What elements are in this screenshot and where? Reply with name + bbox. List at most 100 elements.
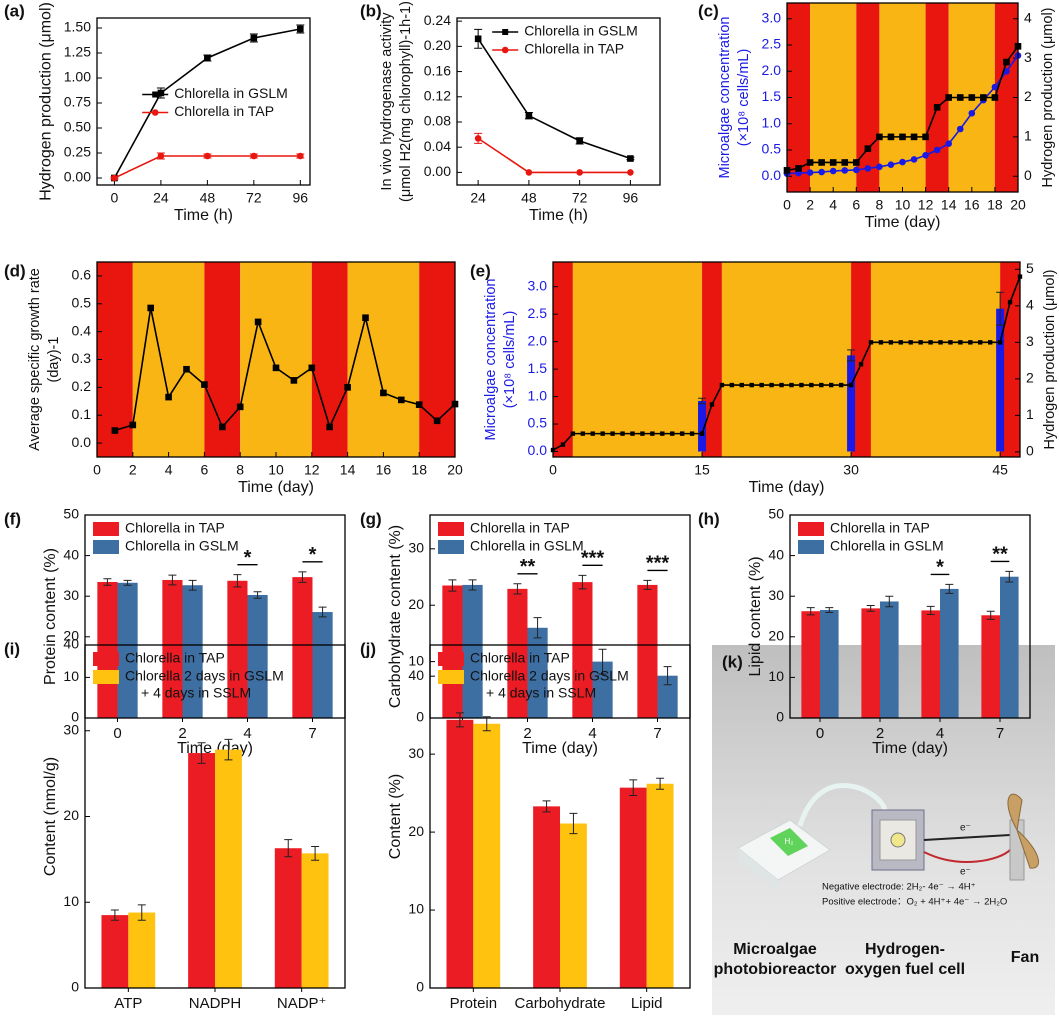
y-tick-label: 0 xyxy=(416,709,424,725)
component-label: Fan xyxy=(1011,949,1039,966)
bar xyxy=(97,581,118,718)
bar xyxy=(182,585,203,718)
bar xyxy=(572,582,593,718)
error-bar xyxy=(533,617,542,639)
marker xyxy=(433,417,441,425)
marker xyxy=(627,169,634,176)
x-tick-label: 48 xyxy=(521,190,537,206)
x-tick-label: 0 xyxy=(93,462,101,478)
y-tick-label: 0.5 xyxy=(762,141,782,157)
x-tick-label: 0 xyxy=(549,462,557,478)
marker xyxy=(789,382,794,388)
marker xyxy=(968,340,973,345)
y-tick-label: 30 xyxy=(408,540,424,556)
panel-label: (g) xyxy=(360,509,382,528)
x-tick-label: NADPH xyxy=(189,995,242,1012)
error-bar xyxy=(482,716,491,732)
bar xyxy=(188,753,215,988)
bar xyxy=(981,615,1000,718)
error-bar xyxy=(123,579,132,586)
y-tick-label: 0 xyxy=(776,709,784,725)
marker xyxy=(799,382,804,388)
significance-label: *** xyxy=(646,553,670,575)
marker xyxy=(887,161,895,168)
marker xyxy=(729,382,735,388)
bar xyxy=(657,675,678,718)
x-tick-label: 4 xyxy=(936,725,944,742)
background-band xyxy=(572,262,703,457)
y-tick-label: 2.0 xyxy=(528,332,548,348)
bar xyxy=(128,912,156,988)
marker xyxy=(344,384,351,391)
y2-tick-label: 4 xyxy=(1024,9,1032,25)
x-tick-label: 24 xyxy=(153,190,169,206)
h2-label: H₂ xyxy=(785,837,794,846)
line xyxy=(114,155,301,179)
x-tick-label: 30 xyxy=(843,462,859,478)
marker xyxy=(157,89,165,97)
error-bar xyxy=(569,812,578,835)
y-tick-label: 1.50 xyxy=(64,19,91,35)
marker xyxy=(415,401,423,408)
bar xyxy=(227,580,248,718)
error-bar xyxy=(137,904,146,921)
marker xyxy=(848,382,854,388)
y-axis-label: (μmol H2(mg chlorophyll)-1h-1) xyxy=(398,1,414,202)
marker xyxy=(991,83,999,91)
y-tick-label: 1.0 xyxy=(762,114,782,130)
legend-swatch xyxy=(798,540,824,554)
marker xyxy=(968,109,976,117)
bar xyxy=(921,610,940,718)
bar xyxy=(473,723,501,988)
background-band xyxy=(851,262,871,457)
bar xyxy=(940,588,959,718)
bar xyxy=(117,582,138,718)
bar xyxy=(527,627,548,718)
legend-swatch xyxy=(93,522,119,536)
y-axis-label: Content (nmol/g) xyxy=(42,757,59,876)
significance-label: * xyxy=(244,547,252,569)
marker xyxy=(111,174,118,182)
marker xyxy=(620,431,625,436)
legend-swatch xyxy=(93,540,119,554)
y2-tick-label: 1 xyxy=(1024,128,1032,144)
x-tick-label: 45 xyxy=(992,462,1008,478)
legend-label: Chlorella in TAP xyxy=(524,41,624,57)
error-bar xyxy=(578,574,587,590)
x-tick-label: 4 xyxy=(243,725,251,742)
x-axis-label: Time (day) xyxy=(749,479,825,496)
legend-swatch xyxy=(93,670,119,684)
component-label: oxygen fuel cell xyxy=(845,961,965,978)
plot-frame xyxy=(552,261,1021,458)
marker xyxy=(958,340,963,345)
x-tick-label: 72 xyxy=(246,190,262,206)
x-tick-label: 7 xyxy=(308,725,316,742)
error-bar xyxy=(698,397,707,405)
y-tick-label: 40 xyxy=(408,667,424,683)
background-band xyxy=(702,262,722,457)
x-axis-label: Time (day) xyxy=(238,479,314,496)
y-tick-label: 50 xyxy=(63,506,79,522)
y-axis-label: (×10⁸ cells/mL) xyxy=(736,49,752,147)
marker xyxy=(898,340,903,345)
marker xyxy=(928,340,933,345)
y-axis-label: Average specific growth rate xyxy=(27,268,43,451)
error-bar xyxy=(656,777,665,790)
y-tick-label: 1.0 xyxy=(528,387,548,403)
marker xyxy=(922,151,929,159)
legend-swatch xyxy=(438,522,464,536)
error-bar xyxy=(926,605,935,615)
y-tick-label: 20 xyxy=(768,628,784,644)
bar xyxy=(312,612,333,718)
bar xyxy=(619,787,647,988)
error-bar xyxy=(455,712,464,728)
marker xyxy=(709,402,715,407)
marker xyxy=(819,382,824,388)
y-tick-label: 1.00 xyxy=(64,69,91,85)
x-tick-label: 8 xyxy=(876,197,884,213)
x-axis-label: Time (day) xyxy=(872,740,948,757)
y-tick-label: 0.5 xyxy=(528,415,548,431)
legend-label: Chlorella in TAP xyxy=(174,103,274,119)
error-bar xyxy=(197,742,206,764)
